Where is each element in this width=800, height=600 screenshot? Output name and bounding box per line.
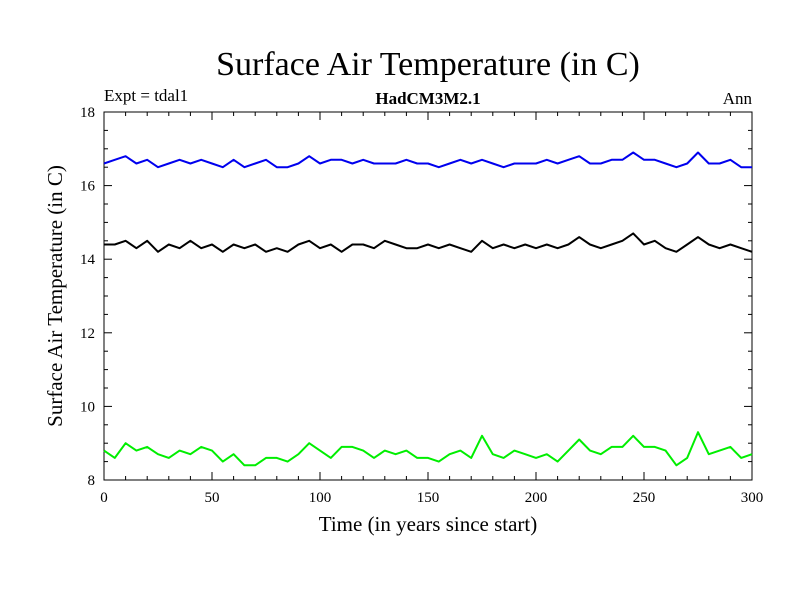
plot-frame [103,111,753,481]
x-tick-label: 200 [525,490,548,506]
series-line-1 [104,232,753,253]
chart-title: Surface Air Temperature (in C) [216,46,640,83]
y-tick-label: 10 [80,399,95,415]
y-tick-label: 18 [80,105,95,121]
series-lines [103,151,753,467]
y-axis-label: Surface Air Temperature (in C) [43,165,67,427]
y-tick-label: 12 [80,326,95,342]
x-tick-label: 100 [309,490,332,506]
subtitle-left: Expt = tdal1 [104,86,188,105]
series-line-2 [103,431,753,467]
x-tick-labels: 0 50 100 150 200 250 300 [100,490,763,506]
subtitle-right: Ann [723,89,753,108]
x-tick-label: 250 [633,490,656,506]
y-tick-labels: 8 10 12 14 16 18 [80,105,96,489]
tick-marks [103,111,753,481]
series-line-0 [103,151,752,169]
x-tick-label: 150 [417,490,440,506]
x-axis-label: Time (in years since start) [319,512,538,536]
subtitle-center: HadCM3M2.1 [375,89,480,108]
x-tick-label: 300 [741,490,764,506]
x-tick-label: 0 [100,490,108,506]
y-tick-label: 8 [88,473,96,489]
y-tick-label: 14 [80,252,96,268]
y-tick-label: 16 [80,179,96,195]
x-tick-label: 50 [205,490,220,506]
